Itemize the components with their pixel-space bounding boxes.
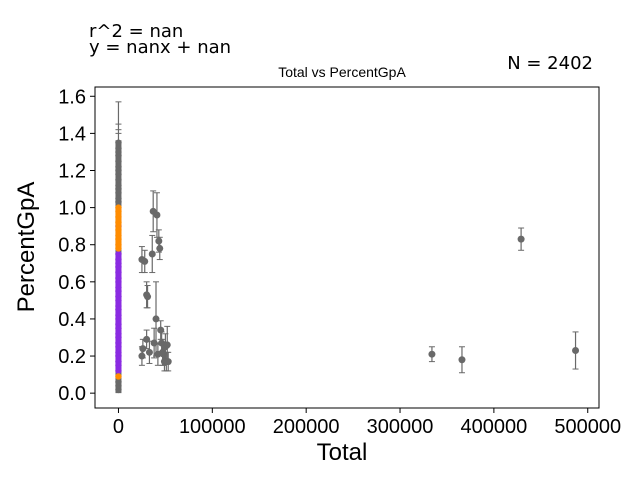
- data-point: [156, 244, 164, 252]
- plot-area: 0 100000 200000 300000 400000 500000 0.0 0.2 0.4…: [58, 86, 621, 438]
- x0-gray-point: [115, 139, 122, 146]
- y-tick-label: 1.2: [58, 160, 86, 182]
- y-tick-label: 1.6: [58, 86, 86, 108]
- x0-purple-point: [115, 250, 122, 258]
- y-tick-label: 0.6: [58, 272, 86, 294]
- x0-orange-point: [115, 373, 122, 380]
- y-axis-label: PercentGpA: [13, 182, 40, 313]
- x0-purple-point: [115, 352, 122, 360]
- axes-frame: [94, 86, 600, 409]
- x-tick-label: 500000: [554, 416, 621, 438]
- x0-purple-point: [115, 315, 122, 323]
- r-squared-annotation: r^2 = nan: [89, 21, 183, 42]
- x0-purple-point: [115, 306, 122, 313]
- y-tick-label: 0.0: [58, 383, 86, 405]
- chart-title: Total vs PercentGpA: [278, 64, 406, 80]
- data-point: [428, 350, 436, 358]
- y-tick-label: 0.2: [58, 346, 86, 368]
- data-point: [152, 315, 160, 323]
- data-point: [148, 250, 156, 258]
- x0-purple-point: [115, 263, 122, 271]
- x0-gray-point: [115, 152, 122, 159]
- data-point: [145, 348, 153, 356]
- x0-purple-point: [115, 367, 122, 375]
- x0-purple-point: [115, 334, 122, 341]
- x0-gray-point: [115, 158, 122, 165]
- data-point: [458, 356, 466, 364]
- data-point: [517, 235, 525, 243]
- x-tick-label: 0: [113, 416, 124, 438]
- data-point: [144, 293, 152, 301]
- x0-gray-point: [115, 198, 122, 206]
- x0-gray-point: [115, 171, 122, 178]
- data-point: [164, 358, 172, 366]
- x0-purple-point: [115, 269, 122, 276]
- y-tick-label: 0.8: [58, 235, 86, 257]
- x0-purple-point: [115, 278, 122, 286]
- x-tick-label: 400000: [461, 416, 528, 438]
- x-tick-label: 300000: [367, 416, 434, 438]
- data-point: [141, 257, 149, 265]
- x0-orange-point: [115, 245, 122, 252]
- x0-gray-point: [115, 378, 122, 386]
- regression-equation-annotation: y = nanx + nan: [89, 37, 231, 58]
- y-tick-label: 1.0: [58, 198, 86, 220]
- x0-purple-point: [115, 325, 122, 332]
- x0-gray-point: [115, 176, 122, 183]
- data-point: [153, 211, 161, 219]
- y-tick-label: 1.4: [58, 123, 86, 145]
- x0-orange-point: [115, 235, 122, 243]
- data-point: [157, 326, 165, 334]
- sample-count-annotation: N = 2402: [507, 53, 593, 74]
- x-tick-label: 200000: [273, 416, 340, 438]
- data-point: [139, 345, 147, 353]
- data-point: [155, 237, 163, 245]
- data-point: [163, 341, 171, 349]
- x0-purple-point: [115, 343, 122, 350]
- x0-orange-point: [115, 208, 122, 215]
- x0-purple-point: [115, 297, 122, 304]
- data-point: [138, 352, 146, 360]
- x-axis-label: Total: [317, 439, 368, 466]
- x0-orange-point: [115, 219, 122, 226]
- x0-purple-point: [115, 362, 122, 369]
- x0-purple-point: [115, 287, 122, 295]
- y-tick-label: 0.4: [58, 309, 86, 331]
- x-tick-label: 100000: [179, 416, 246, 438]
- x0-gray-point: [115, 189, 122, 196]
- data-point: [572, 346, 580, 354]
- x0-orange-point: [115, 213, 122, 221]
- x0-orange-point: [115, 226, 122, 234]
